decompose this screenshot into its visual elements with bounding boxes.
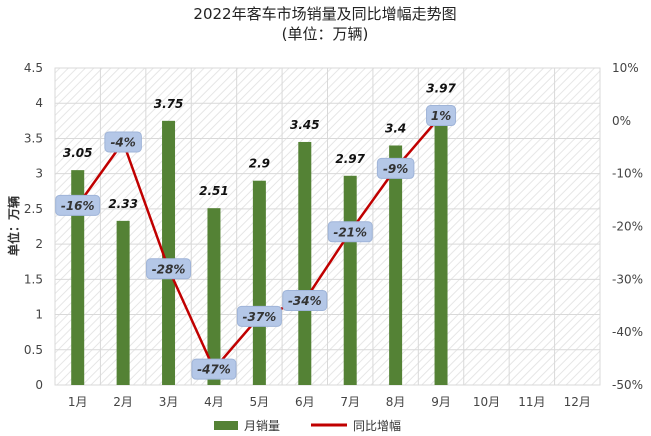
line-label-box: [426, 105, 457, 127]
line-value-label: -9%: [383, 162, 408, 176]
line-label-box: [327, 221, 373, 243]
line-value-label: -47%: [197, 363, 231, 377]
x-tick-label: 4月: [204, 395, 224, 409]
y-tick-label: 1: [35, 308, 43, 322]
y-axis-title: 单位：万辆: [6, 196, 21, 256]
bar: [71, 170, 85, 385]
y-tick-label: 1.5: [24, 272, 43, 286]
x-tick-label: 7月: [340, 395, 360, 409]
x-tick-label: 12月: [564, 395, 591, 409]
bar: [298, 141, 312, 385]
bar: [252, 180, 266, 385]
line-value-label: -28%: [152, 262, 186, 276]
y2-tick-label: -30%: [612, 272, 643, 286]
y-tick-label: 2.5: [24, 202, 43, 216]
bar-value-labels: 3.05 2.33 3.75 2.51 2.9 3.45 2.97 3.4 3.97: [63, 81, 457, 211]
x-tick-label: 6月: [295, 395, 315, 409]
bar-value-label: 3.4: [385, 121, 406, 135]
chart-title: 2022年客车市场销量及同比增幅走势图: [193, 5, 456, 23]
line-value-label: -21%: [333, 225, 367, 239]
line-label-box: [236, 305, 282, 327]
bar-value-label: 3.45: [290, 118, 320, 132]
y2-tick-label: 0%: [612, 114, 631, 128]
y2-tick-label: -10%: [612, 167, 643, 181]
bar-value-label: 2.9: [249, 157, 270, 171]
x-tick-label: 5月: [250, 395, 270, 409]
bar-value-label: 3.05: [63, 146, 93, 160]
bar-value-label: 3.97: [426, 81, 456, 95]
bar-value-label: 2.33: [108, 197, 138, 211]
legend-bar-label: 月销量: [244, 419, 280, 433]
y-axis-right: -50% -40% -30% -20% -10% 0% 10%: [612, 61, 643, 392]
y2-tick-label: -20%: [612, 220, 643, 234]
x-tick-label: 8月: [386, 395, 406, 409]
bar-value-label: 2.51: [199, 184, 229, 198]
bar: [162, 120, 176, 385]
chart-subtitle: (单位：万辆): [282, 25, 369, 43]
legend-line-label: 同比增幅: [353, 418, 401, 433]
x-tick-label: 9月: [431, 395, 451, 409]
line-label-box: [376, 157, 415, 179]
legend-bar-swatch: [214, 421, 238, 430]
x-axis: 1月 2月 3月 4月 5月 6月 7月 8月 9月 10月 11月 12月: [68, 395, 591, 409]
y-tick-label: 4: [35, 96, 43, 110]
bar: [343, 175, 357, 385]
x-tick-label: 1月: [68, 395, 88, 409]
line-label-box: [104, 131, 142, 153]
line-value-label: -16%: [61, 199, 95, 213]
line-label-box: [191, 358, 237, 380]
legend: 月销量 同比增幅: [214, 418, 401, 433]
line-label-box: [146, 258, 192, 280]
y-tick-label: 3: [35, 167, 43, 181]
y-axis-left: 0 0.5 1 1.5 2 2.5 3 3.5 4 4.5: [24, 61, 43, 392]
x-tick-label: 10月: [473, 395, 500, 409]
y2-tick-label: 10%: [612, 61, 639, 75]
line-value-labels: -16% -4% -28% -47% -37% -34% -21% -9% 1%: [55, 105, 457, 380]
bar: [116, 220, 130, 385]
y2-tick-label: -40%: [612, 325, 643, 339]
x-tick-label: 11月: [518, 395, 545, 409]
y-tick-label: 0: [35, 378, 43, 392]
y-tick-label: 0.5: [24, 343, 43, 357]
bar: [389, 145, 403, 385]
line-value-label: -4%: [110, 135, 135, 149]
line-value-label: -37%: [243, 310, 277, 324]
x-tick-label: 2月: [113, 395, 133, 409]
bar-series: [71, 105, 448, 385]
bar-value-label: 3.75: [154, 97, 184, 111]
bar-value-label: 2.97: [335, 152, 365, 166]
y-tick-label: 2: [35, 237, 43, 251]
x-tick-label: 3月: [159, 395, 179, 409]
line-label-box: [55, 194, 101, 216]
line-label-box: [282, 289, 328, 311]
line-value-label: -34%: [288, 294, 322, 308]
line-value-label: 1%: [431, 109, 451, 123]
y-tick-label: 3.5: [24, 131, 43, 145]
bar: [434, 105, 448, 385]
gridlines: [55, 67, 600, 385]
bar: [207, 208, 221, 385]
y2-tick-label: -50%: [612, 378, 643, 392]
y-tick-label: 4.5: [24, 61, 43, 75]
